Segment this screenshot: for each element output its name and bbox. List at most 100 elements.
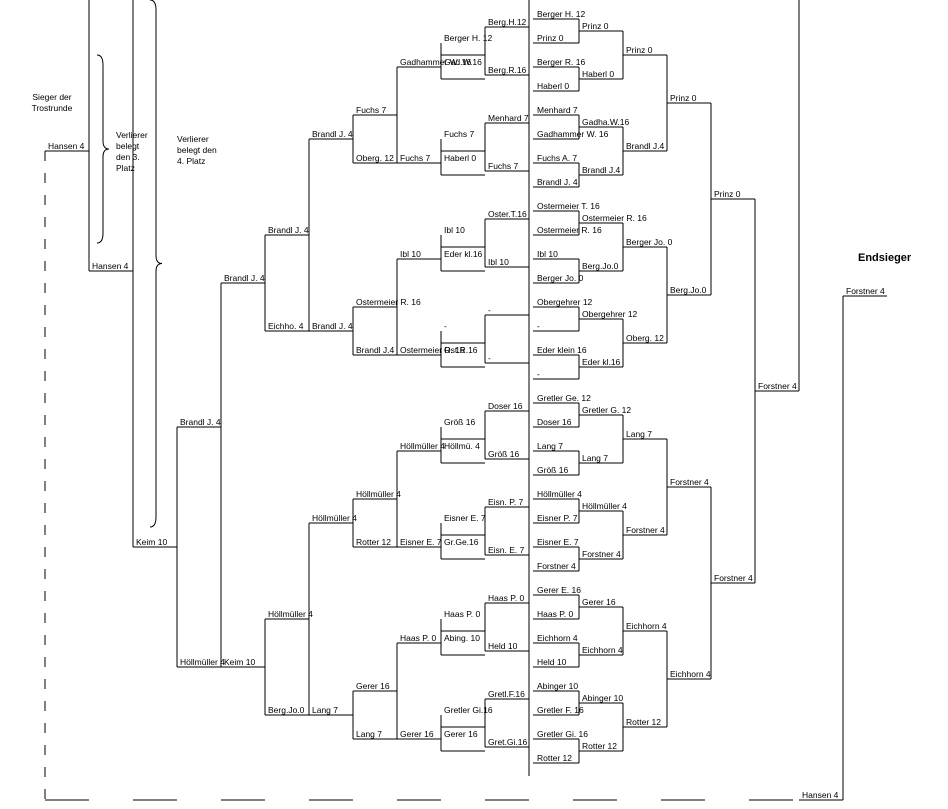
left-r2-entry: Abing. 10 (444, 633, 480, 643)
right-r1-entry: Berger R. 16 (537, 57, 586, 67)
left-r4-entry: Ostermeier R. 16 (356, 297, 421, 307)
left-r5-entry: Höllmüller 4 (268, 609, 313, 619)
right-r2-entry: Eichhorn 4 (582, 645, 623, 655)
right-r1-entry: Gretler Gi. 16 (537, 729, 589, 739)
left-r2-entry: Größ 16 (444, 417, 476, 427)
right-r1-entry: Prinz 0 (537, 33, 564, 43)
right-r2-entry: Haberl 0 (582, 69, 615, 79)
left-r1-entry: Berg.R.16 (488, 65, 527, 75)
right-r4-entry: Prinz 0 (670, 93, 697, 103)
right-r3-entry: Berger Jo. 0 (626, 237, 673, 247)
left-r1-entry: Oster.T.16 (488, 209, 527, 219)
right-r1-entry: Größ 16 (537, 465, 569, 475)
right-r1-entry: Ostermeier T. 16 (537, 201, 600, 211)
left-r1-entry: Eisn. P. 7 (488, 497, 524, 507)
left-r2-entry: Höllmü. 4 (444, 441, 480, 451)
right-final-entry: Forstner 4 (758, 381, 797, 391)
left-r4-entry: Fuchs 7 (356, 105, 387, 115)
left-r2-entry: Gad.W.16 (444, 57, 482, 67)
consolation-winner-entry: Hansen 4 (48, 141, 85, 151)
left-r1-entry: - (488, 305, 491, 315)
right-r1-entry: Eichhorn 4 (537, 633, 578, 643)
left-r3-entry: Fuchs 7 (400, 153, 431, 163)
left-r2-entry: Berger H. 12 (444, 33, 493, 43)
left-r6-entry: Brandl J. 4 (312, 129, 353, 139)
left-r2-entry: Eisner E. 7 (444, 513, 486, 523)
left-r1-entry: Ibl 10 (488, 257, 509, 267)
left-r2-entry: Gr.Ge.16 (444, 537, 479, 547)
right-r2-entry: Gerer 16 (582, 597, 616, 607)
right-r2-entry: Lang 7 (582, 453, 608, 463)
right-r2-entry: Brandl J.4 (582, 165, 621, 175)
right-r1-entry: Rotter 12 (537, 753, 572, 763)
right-r1-entry: Eder klein 16 (537, 345, 587, 355)
right-r1-entry: Fuchs A. 7 (537, 153, 578, 163)
left-r5-entry: Berg.Jo.0 (268, 705, 305, 715)
left-r2-entry: - (444, 321, 447, 331)
fourth-place-note: Verlierer belegt den 4. Platz (177, 134, 217, 166)
left-r1-entry: Menhard 7 (488, 113, 529, 123)
left-r1-entry: Größ 16 (488, 449, 520, 459)
right-r3-entry: Brandl J.4 (626, 141, 665, 151)
left-r4-entry: Gerer 16 (356, 681, 390, 691)
left-r3-entry: Ostermeier R. 16 (400, 345, 465, 355)
right-r1-entry: Eisner E. 7 (537, 537, 579, 547)
right-r1-entry: Gretler F. 16 (537, 705, 584, 715)
right-r3-entry: Lang 7 (626, 429, 652, 439)
left-r1-entry: Haas P. 0 (488, 593, 525, 603)
right-r5-entry: Prinz 0 (714, 189, 741, 199)
right-r2-entry: Höllmüller 4 (582, 501, 627, 511)
right-r1-entry: Held 10 (537, 657, 567, 667)
right-r1-entry: Ostermeier R. 16 (537, 225, 602, 235)
left-r4-entry: Oberg. 12 (356, 153, 394, 163)
right-r1-entry: Berger Jo. 0 (537, 273, 584, 283)
left-r2-entry: Gerer 16 (444, 729, 478, 739)
right-r4-entry: Eichhorn 4 (670, 669, 711, 679)
right-r4-entry: Forstner 4 (670, 477, 709, 487)
right-r1-entry: Menhard 7 (537, 105, 578, 115)
right-r1-entry: Doser 16 (537, 417, 572, 427)
right-r1-entry: Haas P. 0 (537, 609, 574, 619)
left-r2-entry: Haberl 0 (444, 153, 477, 163)
left-r2-entry: Gretler Gi.16 (444, 705, 493, 715)
right-r1-entry: - (537, 369, 540, 379)
left-r2-entry: Ost.R.16 (444, 345, 478, 355)
left-r1-entry: Eisn. E. 7 (488, 545, 525, 555)
left-r1-entry: - (488, 353, 491, 363)
right-r1-entry: - (537, 321, 540, 331)
right-r1-entry: Gerer E. 16 (537, 585, 581, 595)
left-r3-entry: Gerer 16 (400, 729, 434, 739)
right-r1-entry: Ibl 10 (537, 249, 558, 259)
right-r5-entry: Forstner 4 (714, 573, 753, 583)
left-r3-entry: Haas P. 0 (400, 633, 437, 643)
right-r2-entry: Prinz 0 (582, 21, 609, 31)
left-r2-entry: Eder kl.16 (444, 249, 483, 259)
left-r2-entry: Fuchs 7 (444, 129, 475, 139)
consolation-entry: Hansen 4 (92, 261, 129, 271)
right-r3-entry: Rotter 12 (626, 717, 661, 727)
left-r1-entry: Held 10 (488, 641, 518, 651)
right-r2-entry: Rotter 12 (582, 741, 617, 751)
right-r1-entry: Forstner 4 (537, 561, 576, 571)
right-r1-entry: Obergehrer 12 (537, 297, 593, 307)
right-r1-entry: Haberl 0 (537, 81, 570, 91)
left-r1-entry: Doser 16 (488, 401, 523, 411)
right-r1-entry: Höllmüller 4 (537, 489, 582, 499)
right-r4-entry: Berg.Jo.0 (670, 285, 707, 295)
right-r2-entry: Gadha.W.16 (582, 117, 630, 127)
right-r2-entry: Abinger 10 (582, 693, 624, 703)
left-r8-entry: Brandl J. 4 (180, 417, 221, 427)
left-r4-entry: Rotter 12 (356, 537, 391, 547)
champion-title: Endsieger (858, 252, 912, 264)
right-r1-entry: Gretler Ge. 12 (537, 393, 591, 403)
fourth-place-brace (149, 0, 163, 528)
left-r6-entry: Höllmüller 4 (312, 513, 357, 523)
left-r3-entry: Höllmüller 4 (400, 441, 445, 451)
left-r1-entry: Gret.Gi.16 (488, 737, 528, 747)
third-place-note: Verlierer belegt den 3. Platz (116, 130, 148, 173)
right-r2-entry: Gretler G. 12 (582, 405, 632, 415)
right-r3-entry: Oberg. 12 (626, 333, 664, 343)
right-r3-entry: Prinz 0 (626, 45, 653, 55)
